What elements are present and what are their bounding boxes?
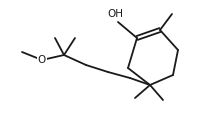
Text: OH: OH [107,9,123,19]
Text: O: O [38,55,46,65]
